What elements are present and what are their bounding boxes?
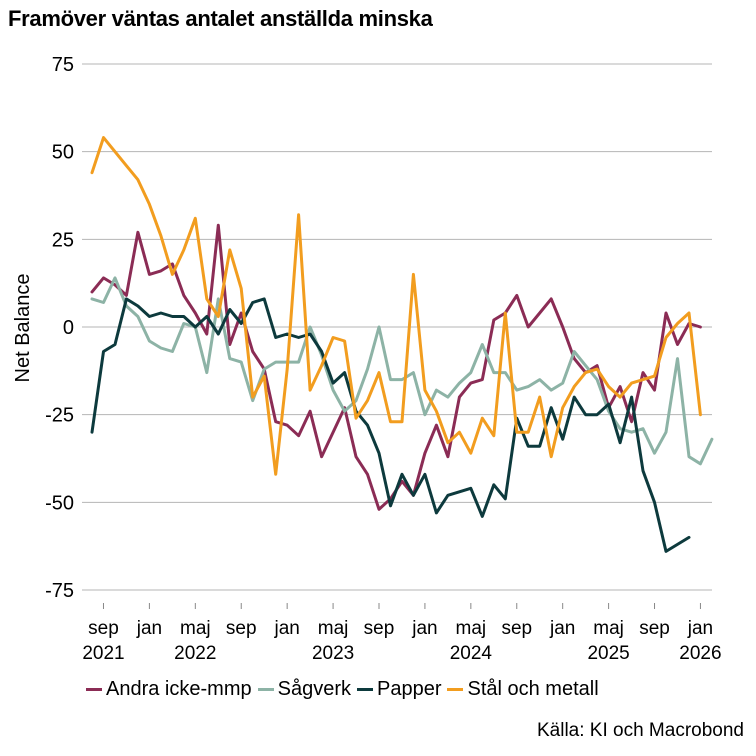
x-tick-label: jan: [273, 618, 299, 639]
y-axis-ticks: 75 50 25 0 -25 -50 -75: [45, 54, 74, 602]
x-year-label: 2021: [82, 643, 124, 664]
x-year-label: 2022: [174, 643, 216, 664]
series-line: [90, 223, 702, 511]
series-lines: [90, 136, 714, 553]
x-tick-label: jan: [411, 618, 437, 639]
y-tick-label: -25: [45, 405, 74, 427]
legend-item: Papper: [356, 678, 442, 701]
x-tick-label: sep: [364, 618, 395, 639]
y-tick-label: 0: [63, 317, 74, 339]
legend-swatch: [356, 688, 373, 691]
y-tick-label: -50: [45, 492, 74, 514]
x-tick-label: maj: [456, 618, 487, 639]
legend-label: Papper: [376, 678, 442, 700]
y-axis-label: Net Balance: [12, 274, 34, 383]
source-note: Källa: KI och Macrobond: [536, 720, 744, 741]
x-year-label: 2024: [450, 643, 493, 664]
x-tick-label: sep: [501, 618, 532, 639]
gridlines: [82, 63, 712, 591]
y-tick-label: 75: [52, 54, 74, 76]
legend-label: Sågverk: [277, 678, 351, 700]
x-tick-label: sep: [88, 618, 119, 639]
series-line: [90, 297, 691, 553]
legend-item: Stål och metall: [447, 678, 599, 701]
legend-swatch: [447, 688, 464, 691]
x-year-label: 2025: [587, 643, 629, 664]
legend-swatch: [257, 688, 274, 691]
y-tick-label: 25: [52, 229, 74, 251]
x-tick-label: maj: [180, 618, 211, 639]
x-tick-label: jan: [687, 618, 713, 639]
legend-item: Sågverk: [257, 678, 351, 701]
series-line: [90, 136, 702, 476]
y-tick-label: -75: [45, 580, 74, 602]
x-tick-label: jan: [549, 618, 575, 639]
legend-swatch: [86, 688, 102, 691]
x-tick-label: sep: [639, 618, 670, 639]
x-tick-label: jan: [136, 618, 162, 639]
legend-item: Andra icke-mmp: [86, 678, 252, 701]
y-tick-label: 50: [52, 142, 74, 164]
x-tick-label: maj: [593, 618, 624, 639]
legend-label: Stål och metall: [467, 678, 599, 700]
legend-label: Andra icke-mmp: [106, 678, 252, 700]
x-year-label: 2026: [679, 643, 721, 664]
x-tick-label: maj: [318, 618, 349, 639]
chart-legend: Andra icke-mmp Sågverk Papper Stål och meta…: [86, 678, 605, 701]
x-year-label: 2023: [312, 643, 354, 664]
chart-title: Framöver väntas antalet anställda minska: [8, 6, 433, 31]
x-tick-label: sep: [226, 618, 257, 639]
